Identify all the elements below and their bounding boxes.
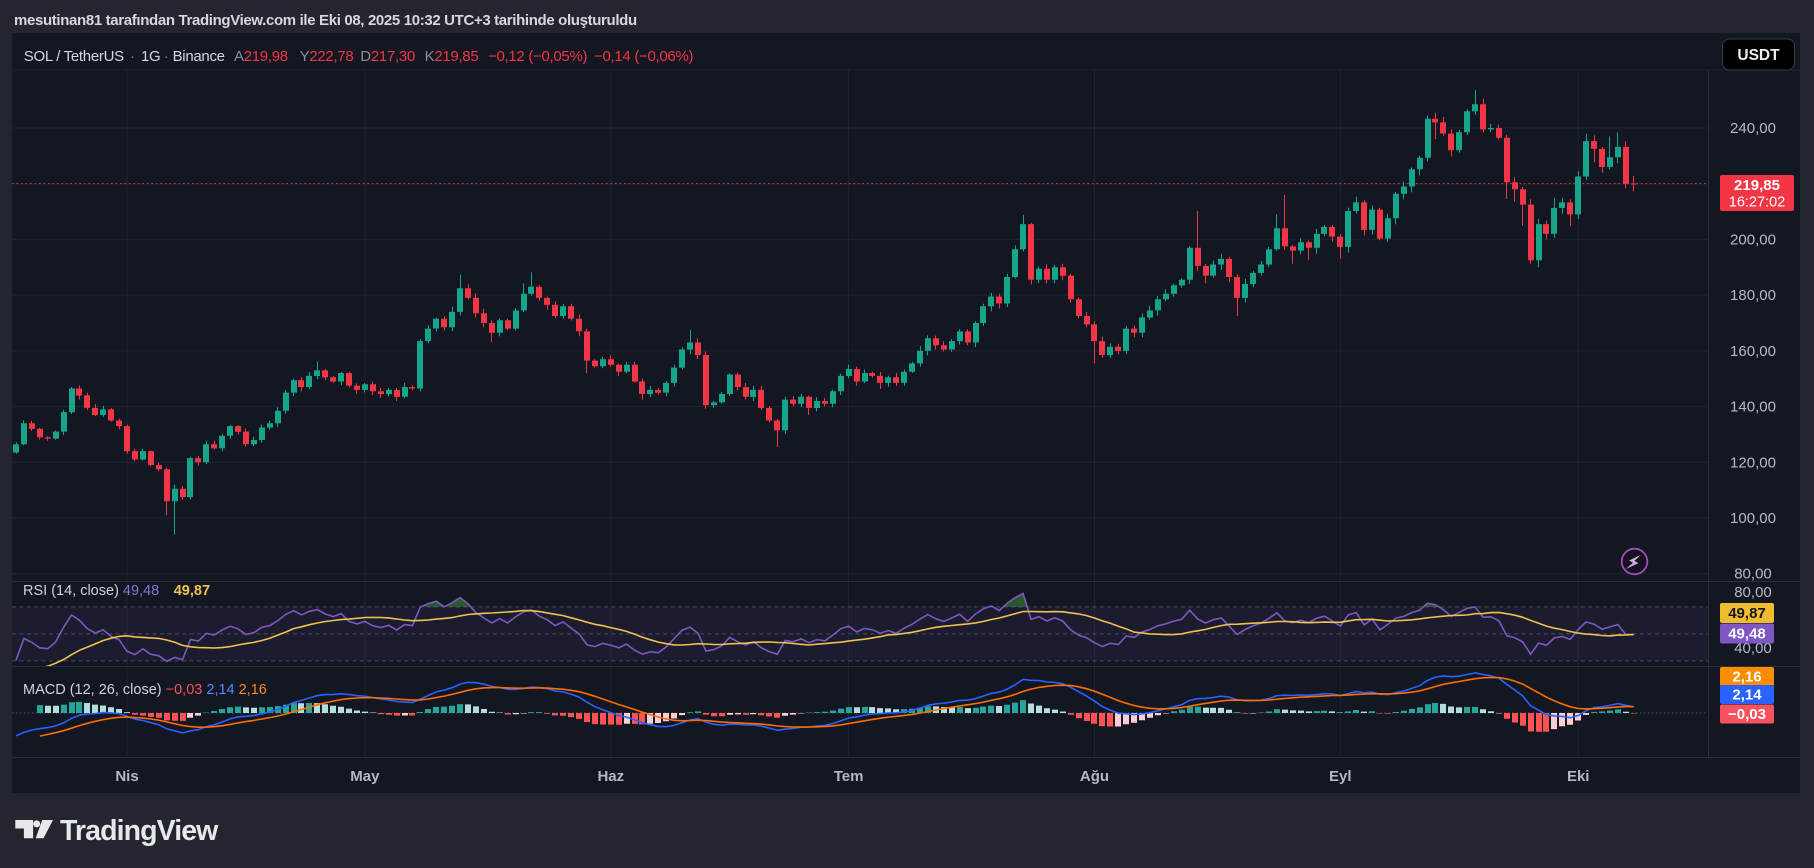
svg-text:May: May <box>350 768 380 785</box>
svg-text:Eyl: Eyl <box>1329 768 1352 785</box>
svg-text:100,00: 100,00 <box>1730 510 1776 527</box>
svg-text:120,00: 120,00 <box>1730 454 1776 471</box>
svg-text:Y222,78: Y222,78 <box>300 48 354 65</box>
svg-text:SOL / TetherUS: SOL / TetherUS <box>24 48 124 65</box>
svg-text:−0,14 (−0,06%): −0,14 (−0,06%) <box>594 48 694 65</box>
svg-text:49,48: 49,48 <box>1728 626 1766 643</box>
svg-text:A219,98: A219,98 <box>234 48 288 65</box>
svg-text:·: · <box>164 48 169 65</box>
svg-text:219,85: 219,85 <box>1734 177 1780 194</box>
svg-text:49,87: 49,87 <box>1728 605 1766 622</box>
svg-text:RSI (14, close) 49,48 49,87: RSI (14, close) 49,48 49,87 <box>23 583 210 599</box>
svg-text:80,00: 80,00 <box>1734 584 1772 601</box>
svg-text:Haz: Haz <box>597 768 624 785</box>
svg-text:mesutinan81 tarafından Trading: mesutinan81 tarafından TradingView.com i… <box>14 12 637 29</box>
svg-text:USDT: USDT <box>1737 47 1780 64</box>
svg-text:·: · <box>130 48 135 65</box>
svg-text:Ağu: Ağu <box>1080 768 1109 785</box>
svg-text:D217,30: D217,30 <box>360 48 415 65</box>
svg-text:2,16: 2,16 <box>1732 669 1761 686</box>
svg-text:MACD (12, 26, close) −0,03 2,: MACD (12, 26, close) −0,03 2,14 2,16 <box>23 682 267 698</box>
svg-text:80,00: 80,00 <box>1734 566 1772 583</box>
svg-text:180,00: 180,00 <box>1730 287 1776 304</box>
svg-text:Binance: Binance <box>173 48 225 65</box>
svg-text:Tem: Tem <box>834 768 864 785</box>
svg-text:−0,03: −0,03 <box>1728 706 1766 723</box>
svg-text:240,00: 240,00 <box>1730 120 1776 137</box>
svg-text:200,00: 200,00 <box>1730 231 1776 248</box>
svg-text:16:27:02: 16:27:02 <box>1729 195 1785 211</box>
svg-text:Eki: Eki <box>1567 768 1590 785</box>
svg-text:160,00: 160,00 <box>1730 343 1776 360</box>
svg-text:TradingView: TradingView <box>60 815 219 847</box>
svg-text:−0,12 (−0,05%): −0,12 (−0,05%) <box>488 48 588 65</box>
svg-text:K219,85: K219,85 <box>425 48 479 65</box>
svg-text:140,00: 140,00 <box>1730 399 1776 416</box>
svg-text:40,00: 40,00 <box>1734 640 1772 657</box>
svg-text:1G: 1G <box>141 48 160 65</box>
svg-text:2,14: 2,14 <box>1732 687 1762 704</box>
svg-text:Nis: Nis <box>115 768 138 785</box>
